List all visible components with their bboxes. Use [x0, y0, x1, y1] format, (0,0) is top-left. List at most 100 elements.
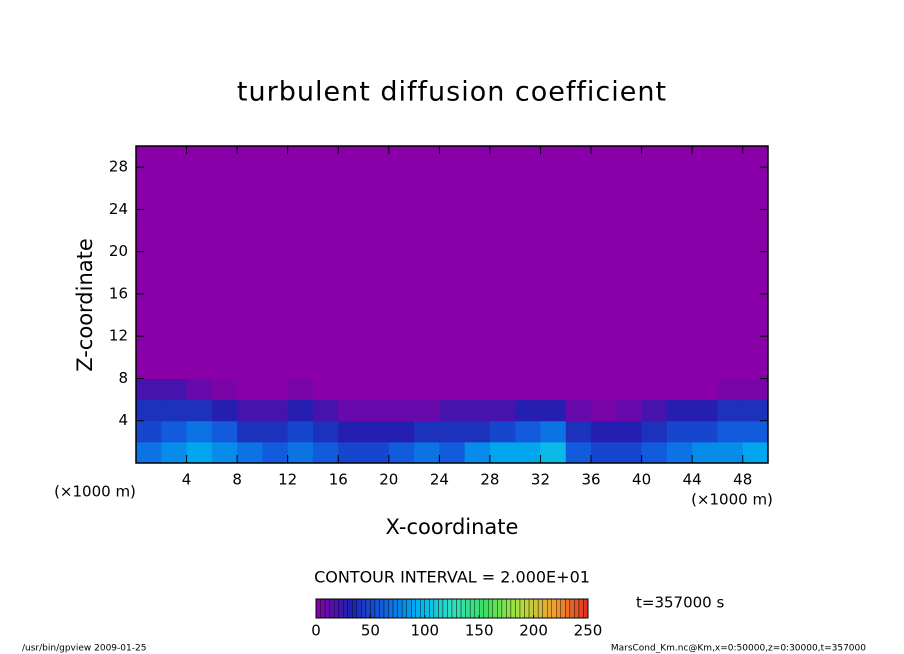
heatmap-cell [591, 441, 617, 464]
y-tick-label: 16 [109, 284, 128, 302]
heatmap-cell [287, 378, 314, 401]
colorbar-swatch [388, 598, 394, 619]
heatmap-cell [338, 399, 365, 422]
heatmap-cell [464, 399, 491, 422]
colorbar-swatch [438, 598, 444, 619]
heatmap-cell [262, 420, 289, 443]
heatmap-cell [136, 420, 162, 443]
colorbar-swatch [565, 598, 571, 619]
heatmap-cell [641, 378, 668, 401]
heatmap-cell [489, 420, 516, 443]
colorbar-frame [315, 598, 589, 619]
colorbar-swatch [424, 598, 430, 619]
x-tick-label: 40 [632, 471, 651, 489]
heatmap-cell [414, 378, 440, 401]
heatmap-cell [641, 420, 668, 443]
chart-title: turbulent diffusion coefficient [237, 77, 667, 108]
heatmap-cell [388, 399, 415, 422]
heatmap-cell [616, 146, 643, 379]
colorbar-swatch [315, 598, 321, 619]
colorbar-swatch [578, 598, 584, 619]
y-tick-label: 24 [109, 200, 128, 218]
colorbar-swatch [420, 598, 425, 619]
colorbar-swatch [492, 598, 498, 619]
heatmap-cell [363, 146, 390, 379]
colorbar-swatch [551, 598, 557, 619]
heatmap-cell [186, 146, 213, 379]
heatmap-cell [540, 146, 567, 379]
heatmap-cell [186, 420, 213, 443]
heatmap-cell [641, 441, 668, 464]
heatmap-cell [515, 441, 541, 464]
heatmap-cell [211, 378, 238, 401]
colorbar-swatch [442, 598, 448, 619]
heatmap-cell [414, 441, 440, 464]
heatmap-cell [489, 399, 516, 422]
heatmap-cell [237, 441, 263, 464]
colorbar-swatch [447, 598, 453, 619]
colorbar-swatch [361, 598, 367, 619]
heatmap-cell [186, 399, 213, 422]
heatmap-cell [262, 378, 289, 401]
heatmap-cell [338, 146, 365, 379]
heatmap-cell [287, 441, 314, 464]
heatmap-cell [237, 146, 263, 379]
heatmap-cell [211, 399, 238, 422]
x-tick-label: 20 [379, 471, 398, 489]
colorbar-swatch [547, 598, 552, 619]
heatmap-cell [363, 441, 390, 464]
heatmap-cell [489, 441, 516, 464]
heatmap-cell [237, 399, 263, 422]
colorbar-swatch [519, 598, 525, 619]
heatmap-cell [363, 420, 390, 443]
heatmap-cell [742, 146, 769, 379]
colorbar-swatch [506, 598, 512, 619]
heatmap-cell [464, 146, 491, 379]
heatmap-cell [414, 420, 440, 443]
heatmap-cell [211, 146, 238, 379]
heatmap-cell [439, 399, 466, 422]
heatmap-cell [312, 441, 339, 464]
colorbar-tick-label: 250 [574, 622, 603, 640]
colorbar-swatch [392, 598, 398, 619]
heatmap-cell [692, 399, 718, 422]
heatmap-cell [287, 146, 314, 379]
y-tick-label: 20 [109, 242, 128, 260]
colorbar-swatch [479, 598, 484, 619]
colorbar-swatch [528, 598, 534, 619]
heatmap-cell [641, 146, 668, 379]
colorbar-swatch [524, 598, 530, 619]
heatmap-cell [237, 420, 263, 443]
x-tick-label: 36 [581, 471, 600, 489]
heatmap-cell [666, 441, 693, 464]
heatmap-cell [515, 399, 541, 422]
y-unit: (×1000 m) [54, 483, 136, 501]
heatmap-cell [540, 420, 567, 443]
colorbar-swatch [333, 598, 339, 619]
heatmap-cell [717, 399, 744, 422]
x-tick-label: 44 [683, 471, 702, 489]
heatmap-cell [363, 399, 390, 422]
x-tick-label: 8 [232, 471, 242, 489]
heatmap-cell [717, 420, 744, 443]
heatmap-cell [211, 441, 238, 464]
colorbar-swatch [320, 598, 326, 619]
heatmap-cell [414, 399, 440, 422]
heatmap-cell [565, 378, 592, 401]
colorbar-swatch [379, 598, 385, 619]
heatmap-cell [515, 146, 541, 379]
colorbar-swatch [401, 598, 407, 619]
heatmap-cell [211, 420, 238, 443]
heatmap-cell [616, 378, 643, 401]
x-unit: (×1000 m) [691, 491, 773, 509]
colorbar-swatch [374, 598, 380, 619]
heatmap-cell [591, 399, 617, 422]
heatmap-cell [591, 146, 617, 379]
heatmap-cell [439, 441, 466, 464]
heatmap-cell [262, 441, 289, 464]
colorbar-swatch [356, 598, 362, 619]
heatmap-cell [641, 399, 668, 422]
colorbar-swatch [497, 598, 503, 619]
heatmap-cell [136, 378, 162, 401]
